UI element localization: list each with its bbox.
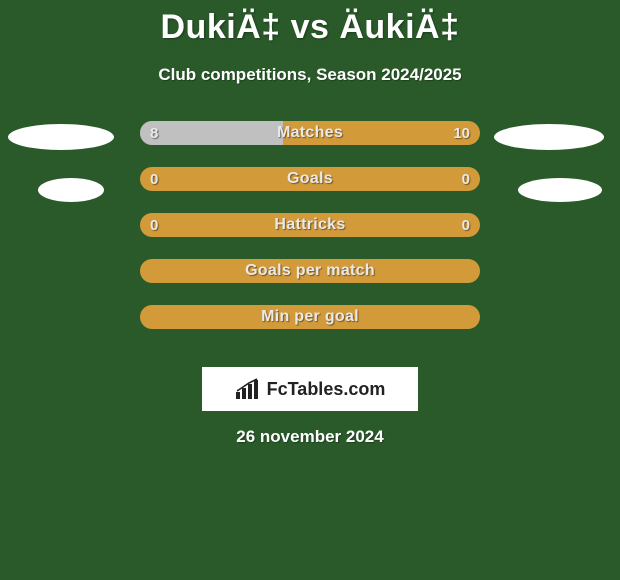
stat-bar: Min per goal [140, 305, 480, 329]
stat-row: Min per goal [0, 305, 620, 351]
stat-label: Hattricks [140, 213, 480, 237]
subtitle: Club competitions, Season 2024/2025 [0, 65, 620, 85]
stat-row: Goals per match [0, 259, 620, 305]
brand-box: FcTables.com [202, 367, 418, 411]
decor-ellipse [494, 124, 604, 150]
stat-value-right: 0 [462, 213, 470, 237]
brand-chart-icon [235, 378, 263, 400]
footer-date: 26 november 2024 [0, 427, 620, 447]
decor-ellipse [518, 178, 602, 202]
decor-ellipse [8, 124, 114, 150]
stat-value-left: 0 [150, 213, 158, 237]
stat-bar: Matches8 10 [140, 121, 480, 145]
comparison-rows: Matches810Goals00Hattricks00Goals per ma… [0, 121, 620, 351]
stat-label: Matches [140, 121, 480, 145]
stat-value-right: 0 [462, 167, 470, 191]
stat-row: Hattricks0 0 [0, 213, 620, 259]
page-title: DukiÄ‡ vs ÄukiÄ‡ [0, 0, 620, 47]
brand-text: FcTables.com [267, 379, 386, 400]
stat-bar: Hattricks0 0 [140, 213, 480, 237]
stat-label: Goals per match [140, 259, 480, 283]
stat-value-left: 0 [150, 167, 158, 191]
stat-label: Min per goal [140, 305, 480, 329]
stat-value-right: 10 [453, 121, 470, 145]
stat-label: Goals [140, 167, 480, 191]
stat-bar: Goals0 0 [140, 167, 480, 191]
decor-ellipse [38, 178, 104, 202]
stat-value-left: 8 [150, 121, 158, 145]
stat-bar: Goals per match [140, 259, 480, 283]
